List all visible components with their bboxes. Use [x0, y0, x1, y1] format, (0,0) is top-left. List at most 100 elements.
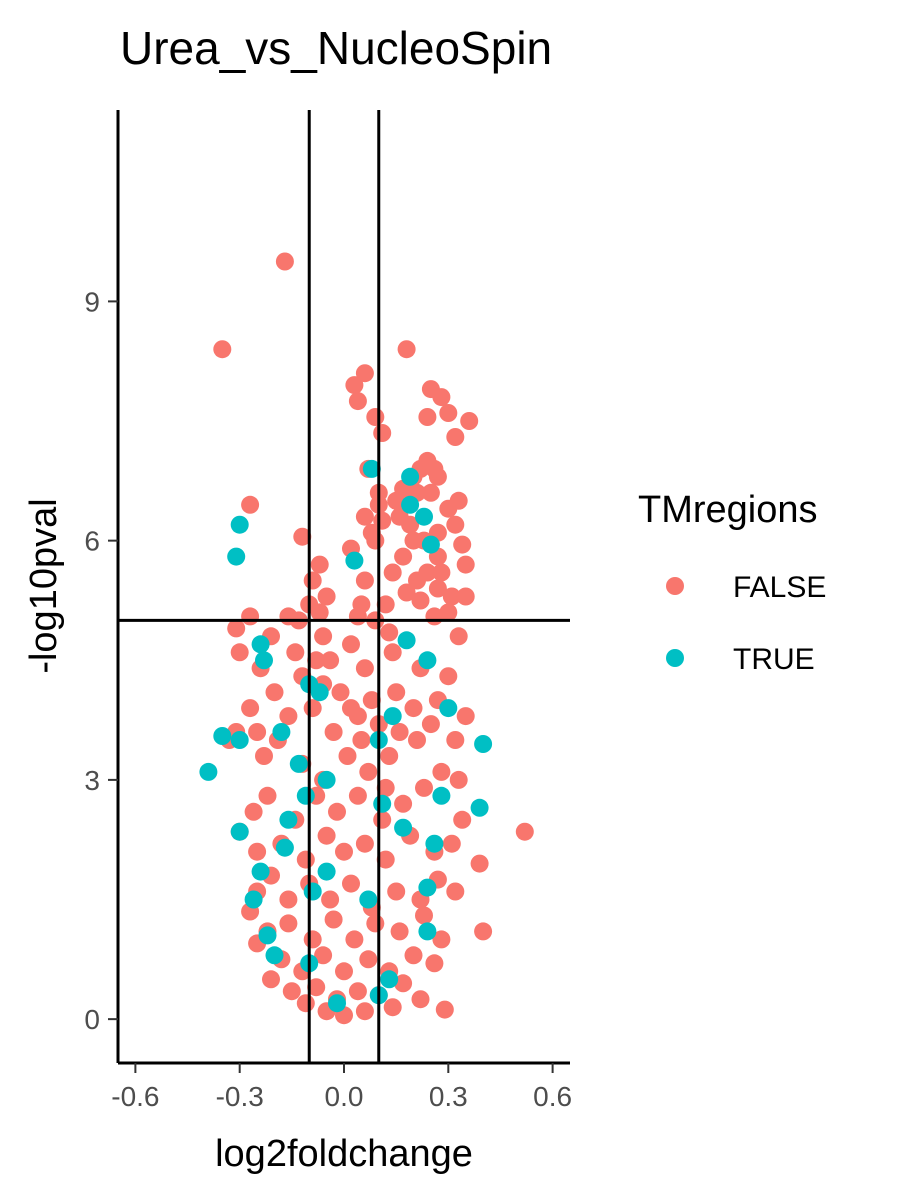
point-false-42 — [442, 587, 461, 606]
point-true-12 — [439, 699, 458, 718]
legend-label-true: TRUE — [733, 643, 815, 676]
point-false-40 — [317, 587, 336, 606]
point-false-156 — [383, 998, 402, 1017]
point-false-21 — [387, 491, 406, 510]
point-false-68 — [449, 627, 468, 646]
point-false-146 — [262, 970, 280, 989]
point-false-7 — [432, 388, 451, 407]
point-false-85 — [359, 762, 378, 781]
point-false-50 — [376, 595, 395, 614]
point-false-138 — [425, 954, 444, 973]
point-false-76 — [303, 699, 322, 718]
point-false-48 — [355, 571, 374, 590]
point-false-38 — [310, 555, 329, 574]
point-true-7 — [421, 535, 440, 554]
point-false-135 — [415, 906, 433, 925]
point-true-2 — [230, 515, 249, 534]
point-false-44 — [428, 579, 447, 598]
point-false-153 — [394, 974, 413, 993]
point-false-149 — [307, 978, 326, 997]
point-false-142 — [335, 962, 353, 981]
axis-ticks: -0.6 -0.3 0.0 0.3 0.6 0 3 6 9 — [84, 286, 572, 1112]
point-true-8 — [397, 631, 416, 650]
x-tick-label: -0.6 — [111, 1081, 159, 1112]
point-true-16 — [213, 727, 232, 745]
point-false-1 — [213, 340, 232, 359]
point-false-162 — [362, 691, 381, 710]
point-false-134 — [390, 922, 409, 941]
point-true-41 — [265, 946, 284, 965]
point-true-37 — [418, 878, 437, 897]
point-false-184 — [241, 699, 260, 718]
x-tick-label: -0.3 — [216, 1081, 264, 1112]
point-false-115 — [470, 854, 489, 873]
point-false-158 — [355, 1002, 374, 1021]
point-false-95 — [373, 810, 392, 829]
point-false-137 — [474, 922, 493, 941]
point-false-139 — [404, 946, 423, 965]
point-true-24 — [470, 798, 489, 817]
point-false-67 — [439, 667, 458, 686]
point-false-160 — [296, 994, 315, 1013]
legend-key-true — [666, 649, 684, 667]
point-false-34 — [383, 563, 402, 582]
point-true-38 — [244, 890, 263, 909]
point-false-56 — [230, 643, 249, 662]
point-false-13 — [446, 428, 465, 446]
point-false-114 — [515, 822, 534, 841]
point-false-93 — [415, 778, 433, 797]
point-false-131 — [324, 910, 343, 929]
y-tick-label: 3 — [84, 765, 100, 796]
point-false-52 — [348, 607, 367, 626]
point-false-36 — [293, 527, 312, 546]
point-true-15 — [474, 735, 493, 753]
point-false-96 — [348, 786, 367, 805]
x-axis-title: log2foldchange — [215, 1133, 473, 1175]
point-false-177 — [418, 451, 437, 470]
point-false-89 — [446, 731, 465, 749]
point-false-161 — [342, 699, 360, 718]
point-true-34 — [303, 882, 322, 901]
point-false-92 — [432, 762, 451, 781]
point-false-10 — [418, 408, 437, 426]
point-true-14 — [310, 683, 329, 702]
point-false-70 — [404, 699, 423, 718]
point-false-77 — [279, 707, 298, 726]
point-false-94 — [394, 794, 413, 813]
point-false-58 — [286, 643, 305, 662]
point-false-12 — [373, 424, 392, 442]
point-false-43 — [456, 587, 475, 606]
point-false-133 — [366, 914, 385, 933]
point-false-79 — [248, 723, 267, 741]
point-false-54 — [241, 607, 260, 626]
point-true-11 — [418, 651, 437, 670]
point-false-108 — [355, 834, 374, 853]
point-false-164 — [376, 778, 395, 797]
point-true-1 — [401, 467, 420, 486]
point-false-29 — [446, 515, 465, 534]
point-false-119 — [387, 882, 406, 901]
point-false-4 — [345, 376, 364, 395]
point-false-105 — [296, 850, 315, 869]
point-false-100 — [258, 786, 277, 805]
point-false-63 — [342, 635, 360, 654]
point-false-169 — [418, 563, 437, 582]
legend-title: TMregions — [638, 489, 818, 531]
point-true-40 — [418, 922, 437, 941]
point-true-30 — [394, 818, 413, 837]
point-false-88 — [421, 715, 440, 734]
point-true-36 — [359, 890, 378, 909]
point-false-3 — [355, 364, 374, 383]
point-false-74 — [338, 747, 357, 765]
point-false-151 — [348, 982, 367, 1001]
reference-lines — [118, 110, 570, 1063]
point-false-173 — [404, 531, 423, 550]
point-true-5 — [401, 495, 420, 514]
point-false-20 — [449, 491, 468, 510]
point-false-101 — [244, 802, 263, 821]
point-false-103 — [248, 842, 267, 861]
point-false-64 — [355, 659, 374, 678]
chart-title: Urea_vs_NucleoSpin — [120, 22, 552, 74]
point-false-109 — [376, 850, 395, 869]
point-true-17 — [199, 762, 218, 781]
